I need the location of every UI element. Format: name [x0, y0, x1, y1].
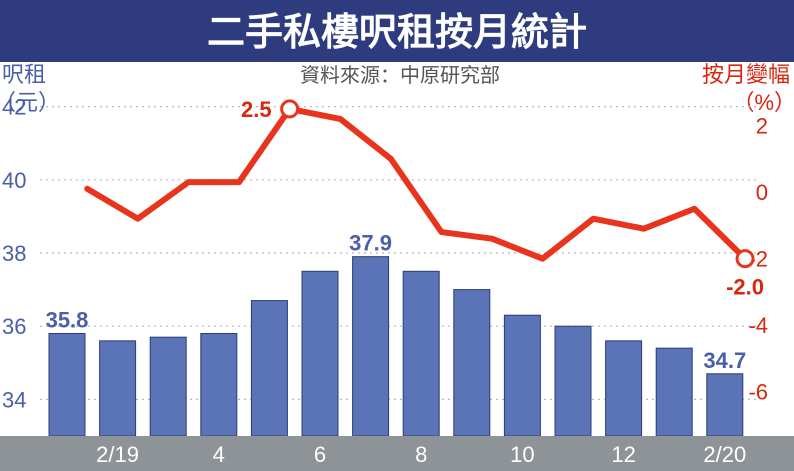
bar — [503, 314, 541, 437]
chart-title: 二手私樓呎租按月統計 — [207, 10, 587, 54]
bar — [706, 373, 744, 437]
left-tick-label: 40 — [2, 168, 26, 193]
line-path — [84, 105, 749, 262]
right-tick-label: -4 — [748, 313, 768, 338]
right-tick-label: 0 — [756, 180, 768, 205]
right-tick-label: 2 — [756, 114, 768, 139]
bar — [402, 270, 440, 437]
x-tick-label: 10 — [510, 442, 534, 467]
bar-value-label: 35.8 — [46, 308, 89, 333]
x-tick-label: 2/20 — [703, 442, 746, 467]
bar — [352, 256, 390, 437]
bar — [99, 340, 137, 437]
bar-series — [48, 256, 744, 437]
x-tick-label: 8 — [415, 442, 427, 467]
left-tick-label: 34 — [2, 387, 26, 412]
bar — [605, 340, 643, 437]
x-axis-ticks: 2/19 4 6 8 10 12 2/20 — [96, 442, 746, 467]
x-axis-band — [0, 436, 794, 471]
left-tick-label: 38 — [2, 241, 26, 266]
source-note: 資料來源：中原研究部 — [300, 64, 500, 87]
bar — [250, 300, 288, 437]
right-axis-unit: （%） — [732, 90, 794, 115]
bar-value-label: 34.7 — [703, 348, 746, 373]
x-tick-label: 2/19 — [96, 442, 139, 467]
left-tick-label: 36 — [2, 314, 26, 339]
right-axis-ticks: 2 0 -2 -4 -6 — [748, 114, 768, 405]
bar — [301, 270, 339, 437]
bar — [453, 289, 491, 437]
left-axis-title: 呎租 — [2, 62, 46, 87]
bar — [554, 325, 592, 437]
right-tick-label: -6 — [748, 380, 768, 405]
x-tick-label: 12 — [611, 442, 635, 467]
line-point — [735, 249, 755, 269]
data-labels: 35.8 37.9 34.7 2.5 -2.0 — [46, 97, 764, 373]
right-axis-title: 按月變幅 — [702, 62, 790, 87]
left-axis-ticks: 34 36 38 40 42 — [2, 95, 26, 413]
bar — [149, 336, 187, 437]
left-tick-label: 42 — [2, 95, 26, 120]
line-series — [84, 99, 755, 269]
bar-value-label: 37.9 — [349, 231, 392, 256]
bar — [200, 333, 238, 437]
x-tick-label: 4 — [213, 442, 225, 467]
x-tick-label: 6 — [314, 442, 326, 467]
bar — [655, 347, 693, 437]
right-tick-label: -2 — [748, 247, 768, 272]
line-value-label: -2.0 — [726, 275, 764, 300]
left-axis-unit: （元） — [0, 90, 60, 115]
title-banner — [0, 0, 794, 62]
bar — [48, 333, 86, 437]
grid — [40, 105, 760, 400]
line-point — [280, 99, 300, 119]
line-value-label: 2.5 — [241, 97, 272, 122]
